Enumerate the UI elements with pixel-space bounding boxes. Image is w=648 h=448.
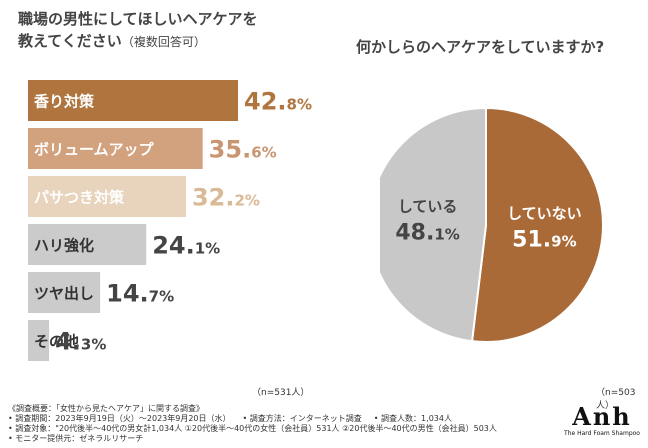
bar-chart-title-line2: 教えてください（複数回答可） (18, 32, 206, 50)
pie-value-2: 48.1% (395, 221, 459, 246)
bar-4 (28, 224, 147, 265)
bar-2 (28, 128, 203, 169)
pie-slice-2 (380, 106, 487, 343)
bar-5 (28, 272, 101, 313)
footer-line3: • 調査対象："20代後半〜40代の男女計1,034人 ①20代後半〜40代の女… (8, 424, 497, 433)
footer-line4: • モニター提供元：ゼネラルリサーチ (8, 434, 144, 443)
footer-line2: • 調査期間：2023年9月19日（火）〜2023年9月20日（水） • 調査方法… (8, 414, 497, 424)
bar-1 (28, 80, 238, 121)
pie-label-1: していない (507, 204, 582, 222)
bar-chart-sample-note: （n=531人） (252, 388, 310, 398)
pie-slice-1 (470, 106, 604, 343)
pie-label-2: している (398, 198, 458, 216)
pie-value-1: 51.9% (512, 227, 576, 252)
bar-value-5: 14.7% (106, 280, 174, 308)
footer-line1: 《調査概要：「女性から見たヘアケア」に関する調査》 (8, 404, 204, 413)
bar-chart: 香り対策 42.8% ボリュームアップ 35.6% パサつき対策 32.2% ハリ強化 24.… (28, 80, 312, 361)
bar-value-4: 24.1% (152, 232, 220, 260)
bar-label-2: ボリュームアップ (34, 141, 155, 159)
bar-label-1: 香り対策 (34, 93, 95, 111)
brand-logo-name: Anh (572, 402, 632, 431)
bar-6 (28, 320, 50, 361)
bar-chart-title: 職場の男性にしてほしいヘアケアを 教えてください（複数回答可） (18, 8, 258, 53)
bar-value-6: 4.3% (55, 328, 106, 356)
bar-value-2: 35.6% (209, 136, 277, 164)
bar-chart-title-note: （複数回答可） (121, 35, 206, 49)
footer-period: • 調査期間：2023年9月19日（火）〜2023年9月20日（水） (8, 414, 231, 423)
bar-chart-title-line1: 職場の男性にしてほしいヘアケアを (18, 10, 258, 28)
bar-label-4: ハリ強化 (34, 237, 94, 255)
bar-label-3: パサつき対策 (34, 189, 125, 207)
bar-value-1: 42.8% (244, 88, 312, 116)
footer-method: • 調査方法：インターネット調査 (242, 414, 362, 423)
pie-chart: していない 51.9% している 48.1% (380, 106, 604, 343)
bar-label-6: その他 (34, 333, 79, 351)
survey-footer: 《調査概要：「女性から見たヘアケア」に関する調査》 • 調査期間：2023年9月… (8, 404, 497, 444)
pie-chart-sample-note: （n=503人） (596, 388, 636, 411)
pie-chart-title: 何かしらのヘアケアをしていますか? (356, 38, 605, 56)
bar-label-5: ツヤ出し (34, 285, 94, 303)
brand-logo-tagline: The Hard Foam Shampoo (564, 430, 640, 437)
brand-logo: Anh The Hard Foam Shampoo (560, 404, 644, 438)
footer-count: • 調査人数：1,034人 (373, 414, 452, 423)
bar-value-3: 32.2% (192, 184, 260, 212)
bar-3 (28, 176, 186, 217)
